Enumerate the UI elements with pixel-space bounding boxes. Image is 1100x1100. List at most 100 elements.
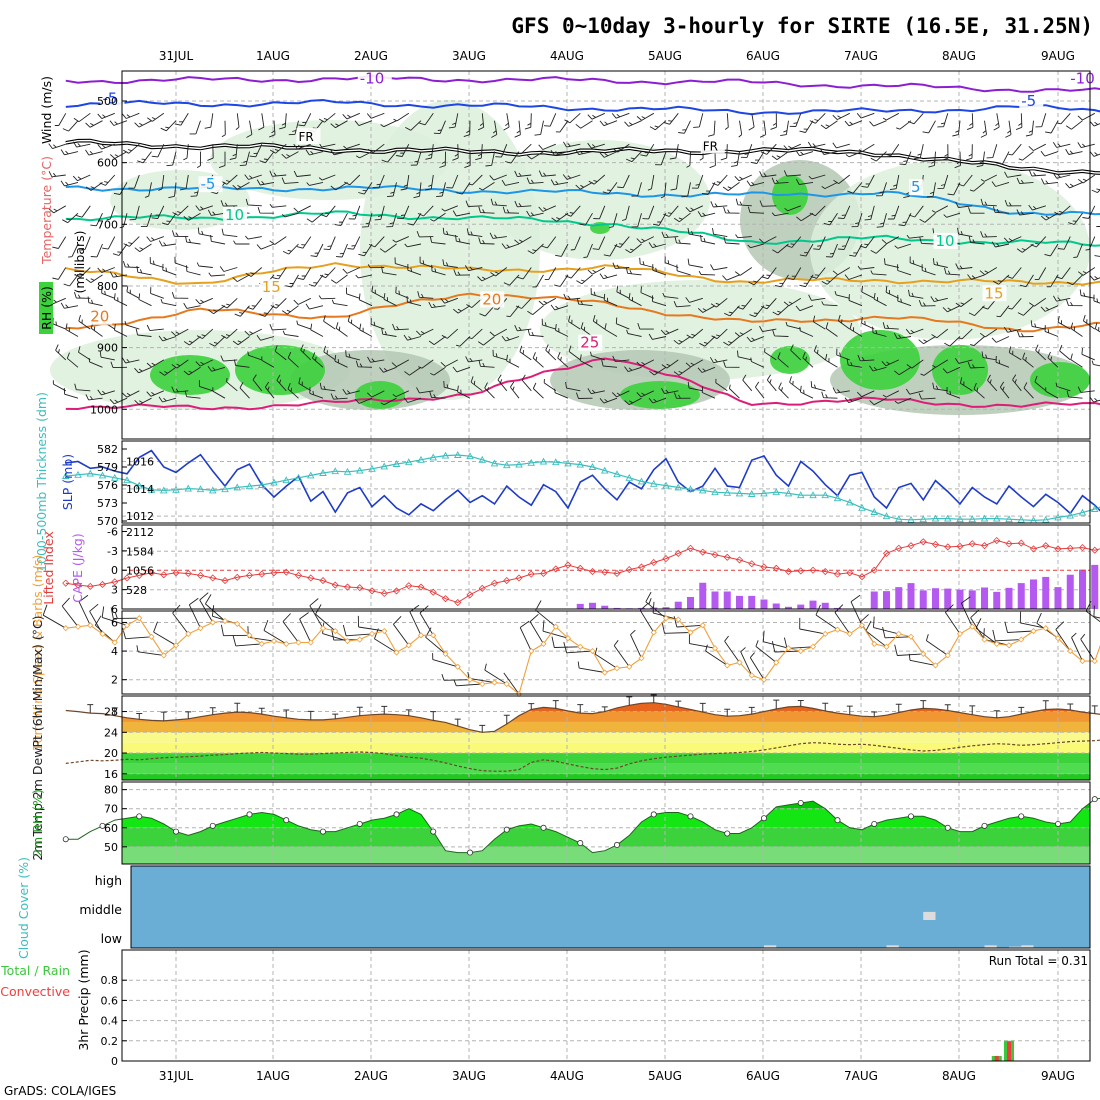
upper-wind-barb-0-3 <box>48 205 67 214</box>
upper-wind-barb-19-2 <box>281 177 299 184</box>
upper-wind-barb-65-2 <box>847 182 863 194</box>
precip-panel: Run Total = 0.31 0 0.2 0.4 0.6 0.8 <box>101 949 1091 1068</box>
li-point-83 <box>1078 544 1087 552</box>
upper-wind-barb-45-6 <box>603 293 618 307</box>
thickness-point-47 <box>637 477 646 485</box>
upper-wind-barb-66-1 <box>858 143 875 152</box>
upper-wind-barb-11-1 <box>196 151 201 168</box>
upper-wind-barb-16-8 <box>247 351 262 361</box>
wind-barb-25 <box>342 624 373 637</box>
thickness-point-2 <box>86 469 95 477</box>
upper-wind-barb-74-5 <box>955 263 973 270</box>
wind-barb-1 <box>61 597 79 627</box>
upper-wind-barb-51-6 <box>673 301 691 308</box>
upper-wind-barb-39-7 <box>527 328 544 337</box>
wind-barb-62 <box>799 617 826 635</box>
upper-wind-barb-56-3 <box>735 198 752 207</box>
upper-wind-barb-54-5 <box>710 264 728 271</box>
upper-wind-barb-82-6 <box>1053 295 1071 302</box>
upper-wind-barb-48-4 <box>636 236 655 244</box>
upper-wind-barb-16-2 <box>244 174 262 180</box>
rh-shade-2 <box>360 100 540 400</box>
upper-wind-barb-48-0 <box>636 112 655 121</box>
li-point-70 <box>919 538 927 546</box>
upper-wind-barb-52-2 <box>691 174 704 189</box>
upper-wind-barb-16-6 <box>247 298 263 310</box>
upper-wind-barb-2-2 <box>72 174 91 182</box>
li-point-79 <box>1029 545 1038 553</box>
upper-wind-barb-9-6 <box>160 298 177 307</box>
upper-wind-barb-36-2 <box>489 174 507 181</box>
thickness-point-8 <box>159 486 168 494</box>
upper-wind-barb-37-7 <box>501 335 520 342</box>
upper-wind-barb-42-2 <box>562 174 581 180</box>
upper-wind-barb-53-0 <box>707 120 716 137</box>
upper-wind-barb-76-4 <box>980 231 997 238</box>
thickness-point-16 <box>257 481 266 488</box>
contour-label-bg-7 <box>198 176 223 193</box>
cape-bar-49 <box>662 607 670 609</box>
upper-wind-barb-79-1 <box>1018 151 1034 161</box>
rh-point-48 <box>650 811 657 818</box>
upper-wind-barb-6-9 <box>121 390 140 398</box>
upper-wind-barb-6-7 <box>124 320 140 330</box>
wind-barb-58 <box>755 640 777 663</box>
upper-wind-barb-28-1 <box>396 143 410 157</box>
temp-minmax-84 <box>1091 705 1098 714</box>
upper-wind-barb-22-9 <box>319 382 336 392</box>
li-point-52 <box>699 548 707 556</box>
upper-wind-barb-68-4 <box>881 236 900 245</box>
wind-speed-point-43 <box>589 648 596 655</box>
upper-wind-barb-31-6 <box>428 301 446 309</box>
upper-wind-barb-56-7 <box>734 328 753 337</box>
upper-wind-barb-39-0 <box>534 120 544 136</box>
li-point-66 <box>870 566 878 574</box>
wind-speed-point-59 <box>785 645 792 652</box>
upper-wind-barb-28-6 <box>395 286 409 299</box>
upper-wind-barb-21-8 <box>312 352 324 368</box>
upper-wind-barb-23-3 <box>334 212 348 227</box>
upper-wind-barb-1-4 <box>68 243 79 258</box>
upper-wind-barb-61-4 <box>799 243 814 257</box>
wind-speed-point-22 <box>332 627 339 635</box>
temp-minmax-18 <box>283 709 290 718</box>
upper-wind-barb-77-2 <box>991 181 1010 187</box>
upper-wind-barb-46-9 <box>611 390 630 398</box>
upper-wind-barb-20-3 <box>293 205 312 213</box>
temp-minmax-60 <box>797 699 804 707</box>
chart-title: GFS 0~10day 3-hourly for SIRTE (16.5E, 3… <box>511 14 1093 38</box>
wind-y-tick-label-1: 4 <box>111 645 118 658</box>
upper-wind-barb-27-0 <box>380 120 397 128</box>
temp-minmax-54 <box>724 708 731 717</box>
upper-wind-barb-60-0 <box>789 113 802 127</box>
upper-wind-barb-30-5 <box>419 256 434 268</box>
upper-wind-barb-4-6 <box>101 287 115 299</box>
upper-wind-barb-9-1 <box>166 151 177 167</box>
upper-wind-barb-35-8 <box>478 360 495 368</box>
upper-wind-barb-64-6 <box>834 291 850 299</box>
upper-wind-barb-4-1 <box>97 143 115 150</box>
upper-wind-barb-2-5 <box>74 267 91 278</box>
li-ylabel: Lifted Index <box>41 531 56 605</box>
upper-wind-barb-28-5 <box>394 257 409 268</box>
upper-wind-barb-24-4 <box>347 236 361 250</box>
contour-label-bg-15 <box>578 334 603 351</box>
rh-point-24 <box>356 820 363 827</box>
date-top-1AUG: 1AUG <box>256 49 290 63</box>
upper-wind-barb-74-6 <box>955 297 973 307</box>
wind-barb-21 <box>309 598 324 629</box>
upper-wind-barb-78-2 <box>1004 171 1022 178</box>
wind-speed-point-8 <box>160 652 167 659</box>
upper-wind-barb-17-1 <box>259 151 275 164</box>
upper-wind-barb-67-0 <box>869 120 887 127</box>
upper-wind-barb-76-3 <box>980 198 997 207</box>
rh-point-60 <box>797 799 804 806</box>
precip-conv-bar-0 <box>994 1055 999 1061</box>
date-bottom-6AUG: 6AUG <box>746 1069 780 1083</box>
rh-y-tick-label-1: 60 <box>104 822 118 835</box>
thickness-point-10 <box>184 484 193 492</box>
wind-speed-point-61 <box>809 643 817 650</box>
upper-wind-barb-71-5 <box>921 264 936 276</box>
upper-wind-barb-47-3 <box>631 213 642 228</box>
temp-minmax-38 <box>528 703 535 710</box>
